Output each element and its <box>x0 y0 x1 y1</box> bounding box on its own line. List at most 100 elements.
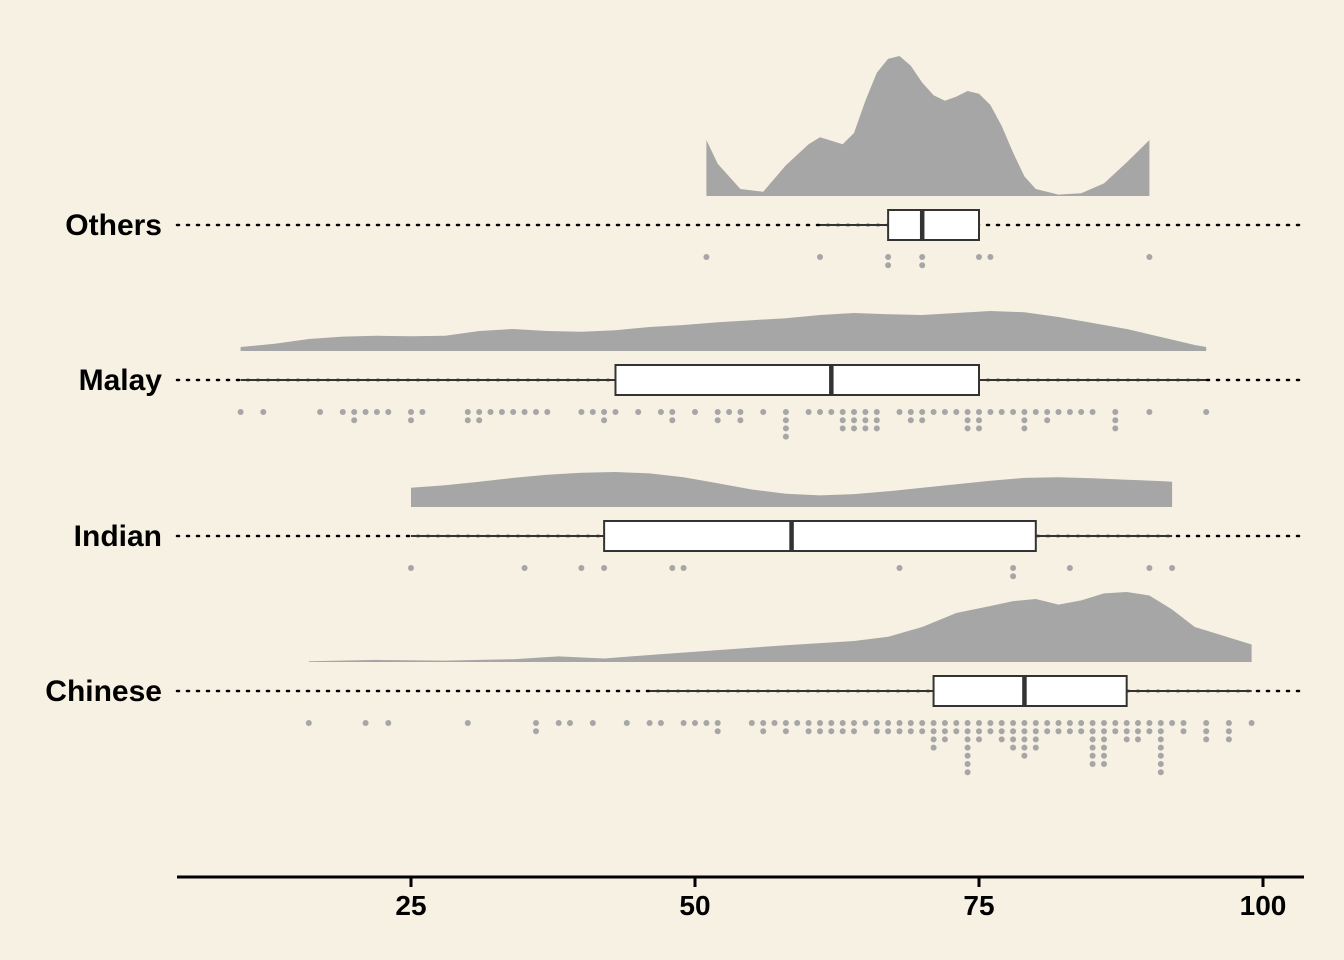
dot-chinese <box>1044 728 1051 735</box>
dot-malay <box>544 409 551 415</box>
dot-chinese <box>896 728 903 735</box>
dot-chinese <box>794 720 801 726</box>
dot-malay <box>692 409 698 415</box>
dot-chinese <box>987 728 994 735</box>
dot-chinese <box>1157 728 1164 735</box>
dot-malay <box>987 409 994 415</box>
dot-malay <box>419 409 426 415</box>
dot-chinese <box>714 720 721 726</box>
dot-malay <box>907 409 914 415</box>
dot-chinese <box>771 720 778 726</box>
dot-chinese <box>1078 728 1085 735</box>
box-others <box>887 209 980 241</box>
category-label-others: Others <box>65 209 162 242</box>
dot-chinese <box>1225 728 1232 735</box>
dot-chinese <box>1089 744 1096 751</box>
dot-chinese <box>862 720 869 726</box>
dot-chinese <box>1123 720 1130 726</box>
dot-chinese <box>930 720 937 726</box>
dot-chinese <box>1032 720 1039 726</box>
box-indian <box>603 520 1037 552</box>
dot-chinese <box>1180 720 1187 726</box>
dot-chinese <box>1123 736 1130 743</box>
dot-chinese <box>976 720 982 726</box>
dot-chinese <box>1135 736 1141 743</box>
dot-malay <box>362 409 369 415</box>
dot-others <box>976 254 982 260</box>
dot-chinese <box>885 720 892 726</box>
dot-malay <box>1021 417 1028 424</box>
dot-others <box>885 254 892 260</box>
dot-malay <box>510 409 517 415</box>
dot-chinese <box>703 720 710 726</box>
dot-chinese <box>828 728 835 735</box>
dot-indian <box>601 565 608 571</box>
dot-chinese <box>567 720 573 726</box>
dot-chinese <box>976 736 982 743</box>
dot-malay <box>976 417 982 424</box>
dot-chinese <box>805 720 812 726</box>
dot-chinese <box>1225 720 1232 726</box>
dot-chinese <box>589 720 596 726</box>
dot-malay <box>476 409 483 415</box>
dot-malay <box>1021 409 1028 415</box>
dot-chinese <box>1089 736 1096 743</box>
dot-malay <box>1089 409 1096 415</box>
dot-malay <box>1021 425 1028 432</box>
dot-malay <box>964 425 971 432</box>
dot-malay <box>998 409 1005 415</box>
dot-chinese <box>953 728 960 735</box>
dot-malay <box>976 425 982 432</box>
dot-chinese <box>817 720 823 726</box>
box-chinese <box>932 675 1128 707</box>
dot-malay <box>601 409 608 415</box>
dot-chinese <box>1032 728 1039 735</box>
dot-indian <box>896 565 903 571</box>
dot-chinese <box>873 728 880 735</box>
dot-chinese <box>817 728 823 735</box>
dot-malay <box>839 409 846 415</box>
dot-malay <box>373 409 380 415</box>
dot-chinese <box>998 728 1005 735</box>
dot-chinese <box>623 720 630 726</box>
dot-chinese <box>1157 761 1164 767</box>
dot-chinese <box>1112 728 1119 735</box>
dot-malay <box>601 417 608 424</box>
dot-malay <box>351 417 358 424</box>
dot-chinese <box>873 720 880 726</box>
dot-malay <box>873 417 880 424</box>
dot-chinese <box>828 720 835 726</box>
dot-chinese <box>1146 728 1153 735</box>
dot-chinese <box>1101 752 1107 759</box>
dot-chinese <box>1157 744 1164 751</box>
dot-malay <box>862 417 869 424</box>
dot-chinese <box>1032 744 1039 751</box>
dot-malay <box>760 409 767 415</box>
dot-malay <box>408 417 414 424</box>
x-tick-label: 100 <box>1240 890 1287 921</box>
dot-chinese <box>805 728 812 735</box>
density-others <box>706 56 1150 196</box>
dot-malay <box>1112 409 1119 415</box>
dot-chinese <box>930 728 937 735</box>
dot-chinese <box>987 720 994 726</box>
dot-chinese <box>941 736 948 743</box>
dot-chinese <box>1010 720 1017 726</box>
dot-chinese <box>680 720 687 726</box>
dot-chinese <box>885 728 892 735</box>
dot-chinese <box>1123 728 1130 735</box>
dot-malay <box>533 409 539 415</box>
dot-chinese <box>839 728 846 735</box>
dot-malay <box>589 409 596 415</box>
dot-malay <box>839 425 846 432</box>
dot-malay <box>907 417 914 424</box>
dot-malay <box>669 417 676 424</box>
dot-malay <box>737 417 744 424</box>
dot-chinese <box>1089 752 1096 759</box>
dot-chinese <box>464 720 471 726</box>
dot-chinese <box>930 736 937 743</box>
dot-chinese <box>1157 769 1164 776</box>
dot-chinese <box>1101 728 1107 735</box>
dot-malay <box>1044 417 1051 424</box>
dot-chinese <box>1078 720 1085 726</box>
